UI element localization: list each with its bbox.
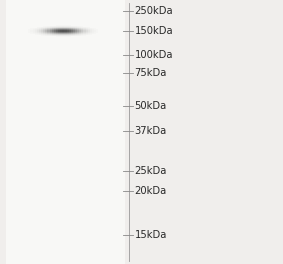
Text: 150kDa: 150kDa [134,26,173,36]
Text: 250kDa: 250kDa [134,6,173,16]
Text: 50kDa: 50kDa [134,101,167,111]
Text: 15kDa: 15kDa [134,230,167,240]
Text: 37kDa: 37kDa [134,126,167,136]
Text: 25kDa: 25kDa [134,166,167,176]
Bar [6,0,125,264]
Text: 75kDa: 75kDa [134,68,167,78]
Text: 100kDa: 100kDa [134,50,173,60]
Text: 20kDa: 20kDa [134,186,167,196]
